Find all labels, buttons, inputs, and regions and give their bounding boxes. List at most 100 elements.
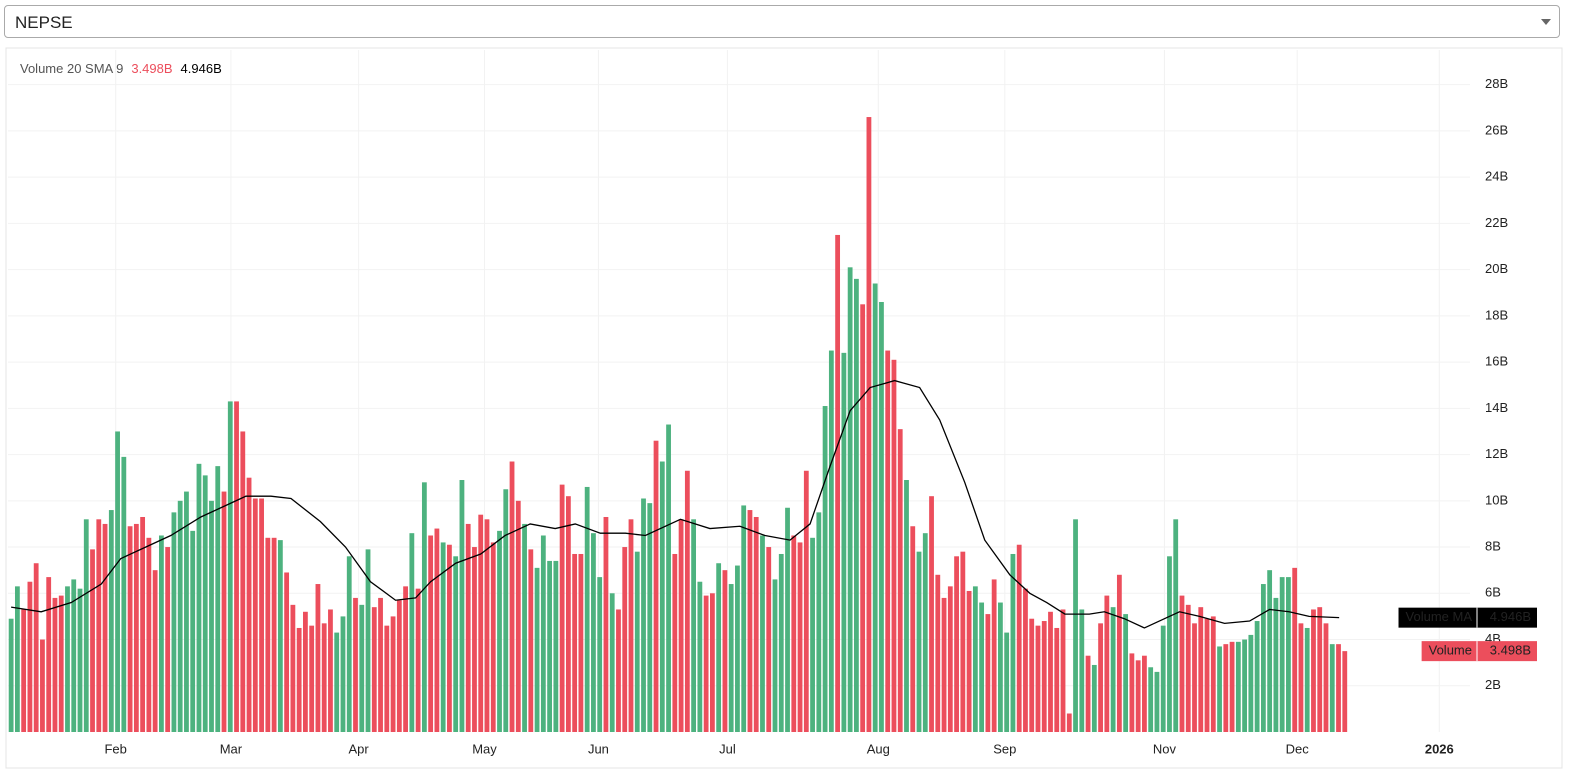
badge-value-bg [1477, 641, 1537, 662]
volume-bar [221, 491, 227, 732]
volume-bar [803, 470, 809, 732]
volume-bar [14, 586, 20, 732]
volume-bar [472, 547, 477, 732]
volume-bar [972, 586, 978, 732]
x-tick-label: Jul [719, 741, 736, 756]
y-tick-label: 22B [1485, 215, 1508, 230]
volume-bar [1298, 623, 1304, 732]
volume-bar [565, 496, 571, 732]
volume-bar [1173, 519, 1179, 732]
volume-bar [747, 510, 753, 732]
volume-bar [822, 406, 828, 732]
dropdown-arrow[interactable] [1541, 19, 1551, 25]
volume-bar [271, 537, 277, 732]
volume-bar [1060, 609, 1066, 732]
volume-bar [547, 560, 552, 732]
volume-bar [853, 278, 859, 732]
volume-bar [897, 429, 903, 732]
volume-bar [910, 526, 916, 732]
y-tick-label: 10B [1485, 492, 1508, 507]
volume-bar [140, 516, 146, 732]
volume-bar [77, 588, 83, 732]
volume-bar [891, 359, 897, 732]
volume-bar [760, 535, 765, 732]
ma-line [11, 379, 1340, 629]
volume-bar [177, 500, 183, 732]
volume-bar [634, 551, 640, 732]
volume-bar [284, 572, 290, 732]
volume-bar [146, 537, 152, 732]
volume-bar [196, 463, 202, 732]
volume-bar [290, 604, 296, 732]
volume-bar [1054, 627, 1060, 732]
volume-bar [684, 470, 690, 732]
volume-bar [328, 609, 333, 732]
badge-name: Volume [1429, 643, 1472, 658]
legend-title: Volume 20 SMA 9 [20, 61, 123, 76]
x-tick-label: Mar [220, 741, 243, 756]
x-tick-label: Feb [104, 741, 126, 756]
x-tick-label: Apr [349, 741, 370, 756]
volume-bar [71, 579, 77, 732]
volume-bar [904, 480, 909, 732]
volume-bar [1035, 625, 1041, 732]
volume-bar [96, 519, 102, 732]
volume-bar [1323, 623, 1329, 732]
volume-bar [159, 535, 164, 732]
volume-bar [1267, 570, 1273, 732]
volume-bar [810, 537, 815, 732]
volume-bar [622, 547, 628, 732]
volume-bar [985, 614, 991, 732]
y-tick-label: 12B [1485, 446, 1508, 461]
volume-bar [515, 500, 521, 732]
volume-bar [8, 618, 14, 732]
volume-bar [935, 574, 941, 732]
volume-bar [960, 551, 966, 732]
x-tick-label: May [472, 741, 497, 756]
volume-bar [929, 496, 934, 732]
volume-bar [396, 600, 402, 732]
volume-bar [672, 553, 678, 732]
y-tick-label: 14B [1485, 400, 1508, 415]
legend: Volume 20 SMA 9 3.498B 4.946B [20, 61, 222, 76]
volume-bar [1079, 609, 1085, 732]
dropdown-selected[interactable]: NEPSE [15, 13, 73, 32]
volume-bar [484, 519, 490, 732]
volume-bar [378, 597, 383, 732]
volume-bar [1098, 623, 1103, 732]
x-tick-label: Nov [1153, 741, 1177, 756]
volume-bar [127, 526, 133, 732]
volume-bar [1091, 664, 1097, 732]
volume-bar [1342, 651, 1348, 732]
volume-bar [540, 535, 546, 732]
volume-bar [941, 597, 947, 732]
volume-bar [102, 523, 108, 732]
volume-bar [227, 401, 233, 732]
volume-bar [860, 304, 866, 732]
volume-bar [447, 544, 452, 732]
volume-bar [1167, 556, 1172, 732]
volume-bar [1135, 660, 1141, 732]
y-tick-label: 24B [1485, 169, 1508, 184]
volume-bar [1254, 621, 1260, 732]
volume-bar [209, 500, 214, 732]
volume-bar [1304, 627, 1310, 732]
volume-bar [152, 570, 158, 732]
volume-bar [1129, 653, 1135, 732]
volume-bar [40, 639, 45, 732]
volume-bar [309, 625, 315, 732]
volume-bar [597, 577, 603, 732]
volume-bar [52, 597, 58, 732]
volume-bar [816, 512, 822, 732]
badge-name-bg [1398, 607, 1477, 628]
volume-bar [1210, 616, 1216, 732]
volume-bar [828, 350, 834, 732]
volume-bar [490, 542, 496, 732]
volume-bar [835, 234, 841, 732]
symbol-dropdown[interactable]: NEPSE [4, 5, 1560, 38]
volume-bar [653, 440, 659, 732]
volume-bar [90, 549, 95, 732]
volume-bar [916, 551, 922, 732]
volume-bar [628, 519, 634, 732]
volume-bar [321, 623, 327, 732]
